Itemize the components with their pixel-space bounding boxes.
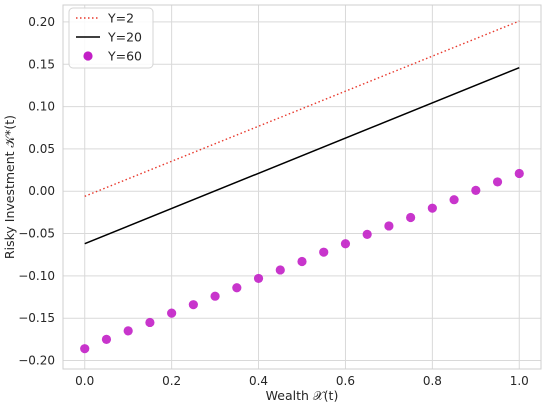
x-tick-label: 0.8: [423, 374, 442, 388]
y20-line: [84, 66, 520, 245]
y-tick-label: 0.00: [28, 184, 55, 198]
legend: Y=2 Y=20 Y=60: [68, 7, 154, 69]
y60-point: [340, 239, 351, 249]
plot-frame: [62, 4, 542, 370]
y-tick-label: 0.15: [28, 57, 55, 71]
x-tick-label: 1.0: [510, 374, 529, 388]
legend-label: Y=60: [107, 49, 142, 64]
y60-point: [145, 317, 155, 328]
y60-point: [101, 334, 112, 344]
y60-point: [449, 195, 459, 205]
y60-point: [167, 308, 177, 318]
y60-point: [471, 185, 481, 195]
y60-point: [123, 326, 133, 336]
grid: [63, 5, 541, 369]
series-layer: [80, 20, 524, 354]
y60-point: [427, 203, 437, 213]
y60-point: [297, 256, 307, 267]
legend-marker-y60: [83, 51, 93, 61]
tick-labels: 0.0 0.2 0.4 0.6 0.8 1.0 −0.20 −0.15 −0.10 −0.05 0.…: [18, 15, 529, 388]
y60-point: [232, 283, 242, 293]
legend-label: Y=20: [107, 30, 142, 45]
y60-point: [514, 168, 524, 179]
y-tick-label: −0.20: [18, 354, 55, 368]
x-tick-label: 0.0: [75, 374, 94, 388]
y-tick-label: 0.20: [28, 15, 55, 29]
legend-label: Y=2: [107, 11, 134, 26]
y-tick-label: 0.10: [28, 100, 55, 114]
y60-point: [275, 265, 285, 275]
y60-point: [80, 344, 90, 354]
y60-point: [492, 177, 503, 187]
y60-point: [319, 247, 329, 257]
y60-point: [188, 300, 198, 310]
x-tick-label: 0.2: [162, 374, 181, 388]
y60-point: [210, 291, 220, 301]
y-tick-label: −0.15: [18, 311, 55, 325]
y-tick-label: −0.10: [18, 269, 55, 283]
y60-point: [253, 273, 264, 284]
y60-point: [406, 212, 416, 223]
y60-point: [384, 221, 394, 231]
x-tick-label: 0.4: [249, 374, 268, 388]
x-axis-label: Wealth 𝒳(t): [266, 388, 339, 403]
y-axis-label: Risky Investment 𝒦*(t): [2, 115, 17, 259]
x-tick-label: 0.6: [336, 374, 355, 388]
y-tick-label: −0.05: [18, 227, 55, 241]
y60-point: [362, 229, 372, 240]
y-tick-label: 0.05: [28, 142, 55, 156]
